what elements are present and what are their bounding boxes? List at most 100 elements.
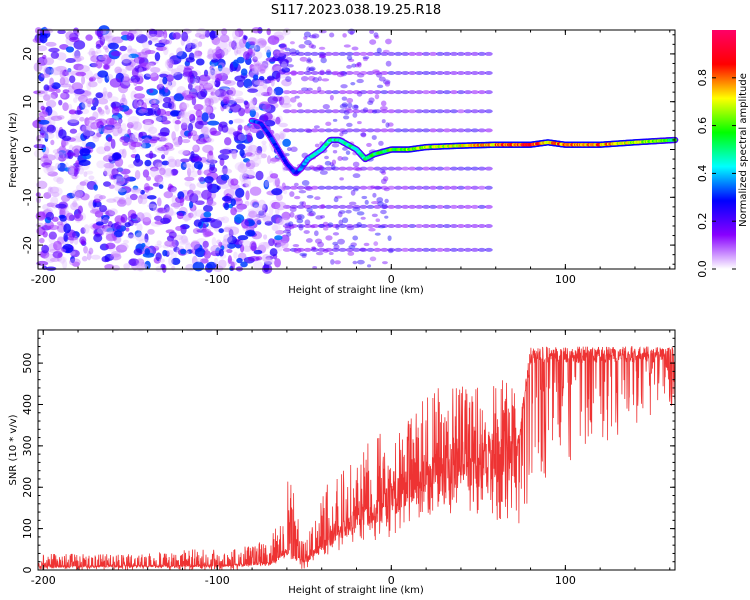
noise-blob bbox=[356, 259, 365, 265]
harmonic-band-dot bbox=[310, 247, 319, 252]
noise-blob bbox=[198, 74, 211, 82]
noise-blob bbox=[79, 116, 85, 122]
noise-blob bbox=[195, 58, 205, 66]
harmonic-band-dot bbox=[310, 109, 319, 114]
harmonic-band-dot bbox=[324, 247, 333, 252]
noise-blob bbox=[350, 242, 357, 247]
noise-blob bbox=[252, 157, 262, 166]
harmonic-band-dot bbox=[345, 185, 354, 190]
noise-blob bbox=[73, 168, 78, 177]
noise-blob bbox=[44, 57, 52, 65]
noise-blob bbox=[338, 219, 344, 226]
noise-blob bbox=[103, 64, 110, 70]
noise-blob bbox=[250, 199, 260, 208]
noise-blob bbox=[143, 137, 151, 144]
noise-blob bbox=[307, 212, 314, 217]
harmonic-band-dot bbox=[484, 71, 493, 76]
harmonic-band-dot bbox=[331, 185, 340, 190]
noise-blob bbox=[304, 219, 311, 226]
noise-blob bbox=[261, 140, 267, 145]
noise-blob bbox=[190, 209, 198, 219]
harmonic-band-dot bbox=[449, 185, 458, 190]
noise-blob bbox=[174, 119, 182, 125]
noise-blob bbox=[187, 75, 194, 84]
harmonic-band-dot bbox=[436, 51, 445, 56]
noise-blob bbox=[110, 50, 122, 57]
harmonic-band-dot bbox=[394, 109, 403, 114]
noise-blob bbox=[115, 181, 126, 186]
noise-blob bbox=[59, 69, 66, 79]
harmonic-band-dot bbox=[387, 90, 396, 95]
noise-blob bbox=[290, 70, 297, 77]
harmonic-band-dot bbox=[470, 223, 479, 228]
harmonic-band-dot bbox=[359, 128, 368, 133]
harmonic-band-dot bbox=[429, 90, 438, 95]
noise-blob bbox=[288, 221, 294, 227]
noise-blob bbox=[166, 39, 172, 45]
harmonic-band-dot bbox=[331, 204, 340, 209]
noise-blob bbox=[46, 124, 56, 134]
harmonic-band-dot bbox=[429, 185, 438, 190]
noise-blob bbox=[244, 107, 251, 114]
noise-blob bbox=[62, 243, 74, 254]
noise-blob bbox=[52, 250, 63, 259]
noise-blob bbox=[369, 256, 377, 262]
harmonic-band-dot bbox=[331, 223, 340, 228]
noise-blob bbox=[106, 198, 117, 203]
noise-blob bbox=[57, 29, 66, 35]
harmonic-band-dot bbox=[345, 128, 354, 133]
harmonic-band-dot bbox=[317, 185, 326, 190]
noise-blob bbox=[72, 50, 81, 60]
noise-blob bbox=[105, 242, 116, 250]
noise-blob bbox=[221, 28, 228, 36]
noise-blob bbox=[251, 50, 263, 60]
harmonic-band-dot bbox=[303, 223, 312, 228]
harmonic-band-dot bbox=[289, 247, 298, 252]
noise-blob bbox=[68, 109, 77, 115]
noise-blob bbox=[292, 244, 300, 248]
noise-blob bbox=[98, 55, 107, 61]
noise-blob bbox=[174, 122, 180, 132]
noise-blob bbox=[249, 64, 255, 72]
noise-blob bbox=[152, 103, 159, 111]
noise-blob bbox=[137, 73, 144, 78]
harmonic-band-dot bbox=[310, 185, 319, 190]
noise-blob bbox=[385, 38, 392, 45]
noise-blob bbox=[72, 200, 78, 208]
noise-blob bbox=[115, 173, 123, 182]
noise-blob bbox=[38, 111, 48, 118]
harmonic-band-dot bbox=[380, 71, 389, 76]
noise-blob bbox=[117, 187, 127, 196]
noise-blob bbox=[224, 137, 232, 146]
noise-blob bbox=[90, 254, 101, 260]
noise-blob bbox=[134, 85, 144, 92]
harmonic-band-dot bbox=[303, 51, 312, 56]
noise-blob bbox=[153, 245, 160, 251]
noise-blob bbox=[103, 162, 115, 169]
noise-blob bbox=[261, 203, 268, 213]
harmonic-band-dot bbox=[415, 166, 424, 171]
colorbar: 0.0 0.2 0.4 0.6 0.8 Normalized spectral ampl… bbox=[696, 30, 749, 278]
harmonic-band-dot bbox=[422, 166, 431, 171]
harmonic-band-dot bbox=[401, 128, 410, 133]
noise-blob bbox=[138, 67, 143, 73]
noise-blob bbox=[347, 102, 353, 109]
noise-blob bbox=[40, 29, 51, 34]
noise-blob bbox=[264, 46, 272, 53]
noise-blob bbox=[69, 36, 80, 43]
harmonic-band-dot bbox=[422, 51, 431, 56]
noise-blob bbox=[296, 214, 305, 220]
harmonic-band-dot bbox=[373, 109, 382, 114]
noise-blob bbox=[142, 41, 150, 49]
noise-blob bbox=[233, 45, 239, 56]
noise-blob bbox=[322, 221, 329, 227]
noise-blob bbox=[60, 92, 67, 99]
harmonic-band-dot bbox=[394, 223, 403, 228]
harmonic-band-dot bbox=[477, 109, 486, 114]
harmonic-band-dot bbox=[429, 166, 438, 171]
noise-blob bbox=[286, 231, 292, 237]
noise-blob bbox=[320, 215, 325, 219]
noise-blob bbox=[318, 46, 326, 50]
noise-blob bbox=[306, 66, 311, 73]
noise-blob bbox=[244, 101, 250, 109]
